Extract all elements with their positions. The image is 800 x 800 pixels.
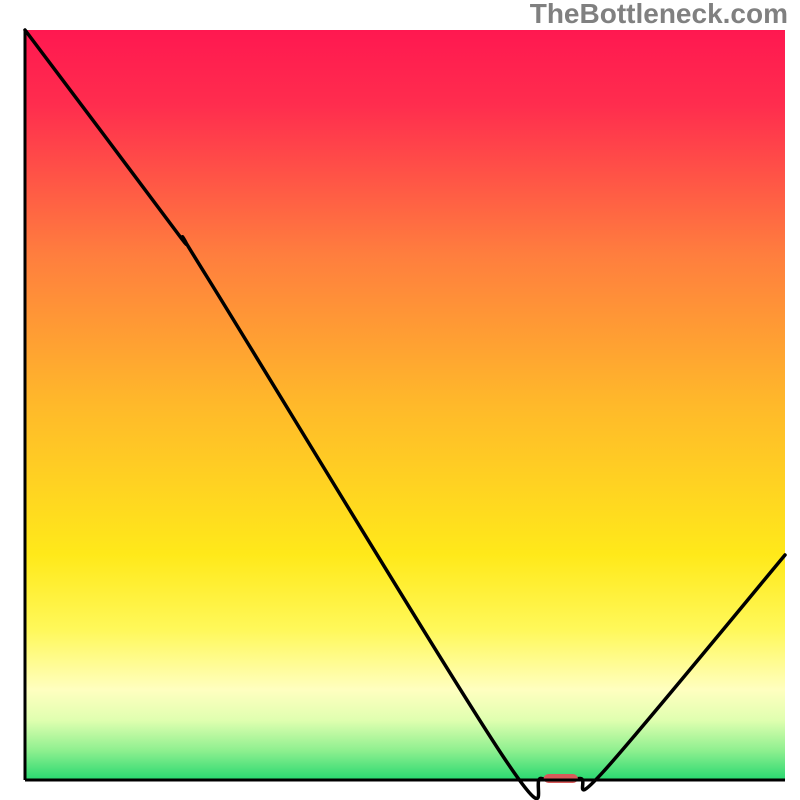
chart-svg <box>0 0 800 800</box>
gradient-background <box>25 30 785 780</box>
watermark-text: TheBottleneck.com <box>530 0 788 28</box>
chart-canvas: TheBottleneck.com <box>0 0 800 800</box>
